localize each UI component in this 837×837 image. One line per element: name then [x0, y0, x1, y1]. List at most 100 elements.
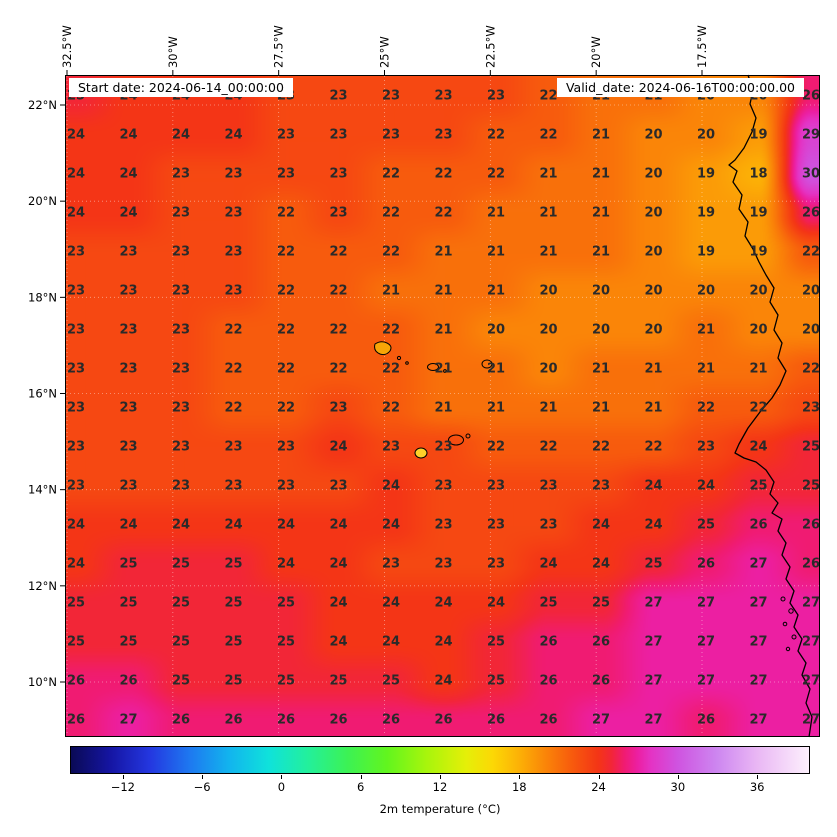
temp-value: 19	[749, 244, 768, 260]
y-tick-label: 18°N	[28, 290, 57, 304]
temp-value: 23	[381, 88, 401, 104]
temp-value: 24	[591, 556, 611, 572]
temp-value: 23	[276, 127, 296, 143]
temp-value: 22	[329, 244, 348, 260]
temp-value: 22	[486, 439, 506, 455]
temp-value: 21	[539, 166, 558, 182]
temp-value: 20	[591, 322, 611, 338]
temp-value: 27	[644, 673, 663, 689]
colorbar-tick-mark	[122, 775, 124, 779]
temp-value: 22	[381, 400, 401, 416]
temp-value: 21	[591, 166, 611, 182]
colorbar-tick-label: 24	[591, 780, 606, 794]
x-tick-label: 25°W	[377, 36, 391, 68]
temp-value: 25	[171, 556, 191, 572]
temp-value: 25	[171, 634, 191, 650]
temp-value: 21	[591, 205, 611, 221]
temp-value: 25	[224, 556, 243, 572]
temp-value: 21	[434, 361, 453, 377]
temp-value: 24	[644, 478, 663, 494]
temp-value: 21	[486, 361, 506, 377]
temp-value: 26	[486, 712, 506, 728]
temp-value: 27	[801, 634, 820, 650]
temp-value: 23	[224, 478, 243, 494]
colorbar-tick-mark	[202, 775, 204, 779]
temp-value: 23	[66, 439, 86, 455]
temp-value: 21	[591, 244, 611, 260]
temp-value: 26	[696, 556, 716, 572]
temp-value: 26	[119, 673, 138, 689]
temp-value: 25	[224, 634, 243, 650]
temp-value: 23	[119, 400, 138, 416]
temp-value: 21	[591, 361, 611, 377]
temp-value: 19	[749, 127, 768, 143]
temp-value: 26	[66, 712, 86, 728]
temp-value: 26	[381, 712, 401, 728]
temp-value: 25	[66, 595, 86, 611]
temp-value: 24	[119, 205, 138, 221]
temp-value: 23	[224, 283, 243, 299]
temp-value: 26	[539, 673, 558, 689]
temp-value: 27	[696, 634, 716, 650]
x-tick-label: 27.5°W	[272, 25, 286, 68]
colorbar-tick-mark	[519, 775, 521, 779]
temp-value: 22	[276, 322, 296, 338]
temp-value: 26	[591, 634, 611, 650]
temp-value: 23	[171, 322, 191, 338]
temp-value: 23	[591, 478, 611, 494]
temp-value: 23	[381, 556, 401, 572]
temp-value: 26	[539, 634, 558, 650]
temp-value: 24	[591, 517, 611, 533]
temp-value: 23	[434, 88, 453, 104]
temp-value: 21	[486, 244, 506, 260]
temp-value: 20	[644, 166, 663, 182]
temp-value: 20	[696, 283, 716, 299]
temp-value: 24	[66, 205, 86, 221]
temp-value: 26	[329, 712, 348, 728]
temp-value: 23	[171, 166, 191, 182]
colorbar-tick-label: 30	[670, 780, 686, 794]
colorbar-tick-label: 6	[357, 780, 365, 794]
temp-value: 26	[749, 517, 768, 533]
temp-value: 22	[276, 283, 296, 299]
temp-value: 24	[171, 517, 191, 533]
temp-value: 22	[434, 166, 453, 182]
temp-value: 25	[119, 556, 138, 572]
temp-value: 22	[276, 400, 296, 416]
temp-value: 24	[66, 127, 86, 143]
temp-value: 27	[644, 634, 663, 650]
temp-value: 27	[644, 712, 663, 728]
temp-value: 24	[329, 556, 348, 572]
temp-value: 25	[276, 634, 296, 650]
temp-value: 23	[486, 478, 506, 494]
temp-value: 25	[591, 595, 611, 611]
temp-value: 22	[801, 244, 820, 260]
temp-value: 22	[276, 205, 296, 221]
temp-value: 22	[539, 439, 558, 455]
temp-value: 22	[224, 361, 243, 377]
temp-value: 26	[224, 712, 243, 728]
temp-value: 23	[381, 127, 401, 143]
temp-value: 23	[119, 244, 138, 260]
colorbar-tick-mark	[757, 775, 759, 779]
temp-value: 22	[224, 400, 243, 416]
temp-value: 20	[696, 127, 716, 143]
temp-value: 24	[171, 127, 191, 143]
temp-value: 23	[329, 88, 348, 104]
temp-value: 22	[696, 400, 716, 416]
temp-value: 24	[381, 478, 401, 494]
temp-value: 23	[171, 439, 191, 455]
temp-value: 23	[119, 283, 138, 299]
temp-value: 21	[644, 400, 663, 416]
colorbar-tick-mark	[360, 775, 362, 779]
colorbar-tick-label: 12	[432, 780, 448, 794]
temp-value: 21	[539, 205, 558, 221]
colorbar-tick-mark	[440, 775, 441, 779]
temp-value: 27	[801, 595, 820, 611]
x-tick-label: 30°W	[166, 36, 180, 68]
temp-value: 24	[434, 634, 453, 650]
temp-value: 21	[591, 400, 611, 416]
temp-value: 24	[539, 556, 558, 572]
temp-value: 26	[696, 712, 716, 728]
